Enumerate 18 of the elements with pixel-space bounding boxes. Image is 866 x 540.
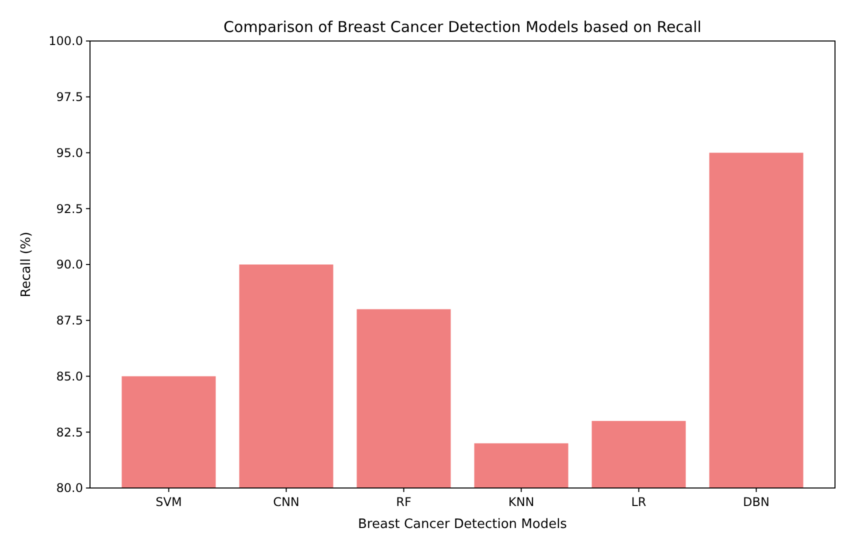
y-tick-label: 90.0 bbox=[56, 258, 83, 272]
x-tick-label: KNN bbox=[508, 495, 534, 509]
y-tick-label: 87.5 bbox=[56, 314, 83, 328]
x-axis-title: Breast Cancer Detection Models bbox=[358, 517, 568, 532]
y-tick-label: 92.5 bbox=[56, 202, 83, 216]
y-tick-label: 97.5 bbox=[56, 90, 83, 104]
y-tick-label: 82.5 bbox=[56, 425, 83, 440]
chart-title: Comparison of Breast Cancer Detection Models based on Recall bbox=[224, 18, 702, 36]
x-tick-label: SVM bbox=[156, 495, 182, 509]
x-tick-label: CNN bbox=[273, 495, 300, 509]
y-tick-label: 95.0 bbox=[56, 146, 83, 160]
y-axis-title: Recall (%) bbox=[19, 232, 34, 298]
x-tick-label: RF bbox=[396, 495, 412, 509]
y-tick-label: 100.0 bbox=[48, 34, 83, 48]
x-tick-label: DBN bbox=[743, 495, 770, 509]
y-tick-label: 85.0 bbox=[56, 369, 83, 384]
y-tick-label: 80.0 bbox=[56, 481, 83, 496]
x-tick-label: LR bbox=[631, 495, 646, 509]
